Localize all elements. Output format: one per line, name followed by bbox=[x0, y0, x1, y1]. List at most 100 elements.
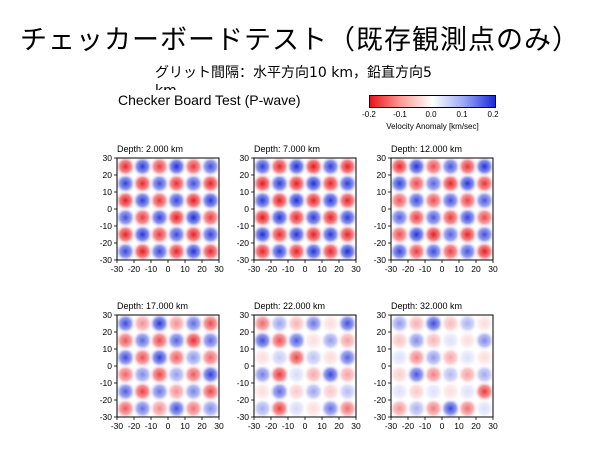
anomaly-cell bbox=[269, 173, 290, 194]
anomaly-cell bbox=[187, 158, 200, 160]
anomaly-cell bbox=[204, 315, 217, 317]
colorbar-tick-label: 0.1 bbox=[456, 110, 468, 119]
anomaly-cell bbox=[286, 207, 307, 228]
y-tick-label: -30 bbox=[237, 412, 250, 422]
y-tick-label: 0 bbox=[107, 361, 112, 371]
anomaly-cell bbox=[183, 158, 204, 177]
x-tick-label: 20 bbox=[334, 264, 344, 274]
x-tick-label: 20 bbox=[471, 421, 481, 431]
anomaly-cell bbox=[474, 315, 493, 334]
anomaly-cell bbox=[183, 398, 204, 417]
anomaly-cell bbox=[478, 158, 491, 160]
anomaly-cell bbox=[166, 364, 187, 385]
anomaly-cell bbox=[269, 315, 290, 334]
x-tick-label: 30 bbox=[488, 264, 498, 274]
anomaly-cell bbox=[337, 381, 356, 402]
anomaly-cell bbox=[406, 315, 427, 334]
anomaly-cell bbox=[254, 315, 273, 334]
anomaly-cell bbox=[320, 158, 341, 177]
anomaly-cell bbox=[217, 296, 238, 317]
anomaly-cell bbox=[423, 207, 444, 228]
anomaly-cell bbox=[354, 385, 356, 398]
y-tick-label: -10 bbox=[100, 221, 113, 231]
anomaly-cell bbox=[254, 158, 273, 177]
panel-title: Depth: 22.000 km bbox=[254, 301, 325, 311]
anomaly-cell bbox=[440, 190, 461, 211]
anomaly-cell bbox=[423, 173, 444, 194]
anomaly-cell bbox=[423, 381, 444, 402]
anomaly-cell bbox=[303, 190, 324, 211]
anomaly-cell bbox=[457, 241, 478, 260]
anomaly-cell bbox=[117, 173, 136, 194]
anomaly-cell bbox=[337, 207, 356, 228]
x-tick-label: 0 bbox=[440, 264, 445, 274]
anomaly-cell bbox=[491, 160, 493, 173]
anomaly-cell bbox=[303, 364, 324, 385]
panel-title: Depth: 2.000 km bbox=[117, 144, 183, 154]
anomaly-cell bbox=[391, 381, 410, 402]
anomaly-cell bbox=[478, 315, 491, 317]
anomaly-cell bbox=[166, 381, 187, 402]
anomaly-cell bbox=[303, 241, 324, 260]
anomaly-cell bbox=[149, 364, 170, 385]
anomaly-cell bbox=[166, 241, 187, 260]
x-tick-label: -20 bbox=[128, 421, 141, 431]
heatmap-field bbox=[117, 296, 238, 417]
anomaly-cell bbox=[217, 402, 219, 415]
anomaly-cell bbox=[117, 364, 136, 385]
anomaly-cell bbox=[269, 347, 290, 368]
anomaly-cell bbox=[183, 173, 204, 194]
x-tick-label: -30 bbox=[385, 421, 398, 431]
anomaly-cell bbox=[474, 158, 493, 177]
anomaly-cell bbox=[491, 368, 493, 381]
anomaly-cell bbox=[474, 381, 493, 402]
anomaly-cell bbox=[474, 347, 493, 368]
anomaly-cell bbox=[200, 315, 219, 334]
anomaly-cell bbox=[200, 207, 219, 228]
anomaly-cell bbox=[354, 351, 356, 364]
anomaly-cell bbox=[217, 317, 219, 330]
anomaly-cell bbox=[440, 398, 461, 417]
anomaly-cell bbox=[269, 190, 290, 211]
anomaly-cell bbox=[269, 158, 290, 177]
anomaly-cell bbox=[474, 330, 493, 351]
colorbar-tick-label: -0.2 bbox=[362, 110, 376, 119]
x-tick-label: 0 bbox=[303, 264, 308, 274]
anomaly-cell bbox=[217, 351, 219, 364]
x-tick-label: 10 bbox=[454, 264, 464, 274]
x-tick-label: 10 bbox=[317, 264, 327, 274]
figure-title: Checker Board Test (P-wave) bbox=[118, 92, 301, 108]
anomaly-cell bbox=[457, 224, 478, 245]
anomaly-cell bbox=[149, 398, 170, 417]
anomaly-cell bbox=[149, 330, 170, 351]
anomaly-cell bbox=[132, 224, 153, 245]
anomaly-cell bbox=[269, 398, 290, 417]
anomaly-cell bbox=[200, 224, 219, 245]
y-tick-label: 30 bbox=[103, 153, 113, 163]
panel-depth-12: Depth: 12.000 km-30 -20 -10 0 10 20 303020100-… bbox=[374, 144, 498, 274]
anomaly-cell bbox=[117, 224, 136, 245]
anomaly-cell bbox=[204, 158, 217, 160]
anomaly-cell bbox=[491, 245, 493, 258]
anomaly-cell bbox=[406, 347, 427, 368]
anomaly-cell bbox=[166, 224, 187, 245]
anomaly-cell bbox=[217, 139, 238, 160]
anomaly-cell bbox=[117, 330, 136, 351]
x-tick-label: -10 bbox=[145, 264, 158, 274]
anomaly-cell bbox=[217, 385, 219, 398]
anomaly-cell bbox=[457, 158, 478, 177]
colorbar-label: Velocity Anomaly [km/sec] bbox=[386, 122, 479, 131]
y-tick-label: 10 bbox=[103, 187, 113, 197]
anomaly-cell bbox=[286, 398, 307, 417]
anomaly-cell bbox=[440, 241, 461, 260]
heatmap-background bbox=[391, 158, 493, 260]
anomaly-cell bbox=[354, 368, 356, 381]
anomaly-cell bbox=[474, 173, 493, 194]
anomaly-cell bbox=[423, 315, 444, 334]
anomaly-cell bbox=[491, 228, 493, 241]
x-tick-label: -20 bbox=[402, 421, 415, 431]
y-tick-label: -10 bbox=[237, 221, 250, 231]
anomaly-cell bbox=[440, 347, 461, 368]
x-tick-label: -30 bbox=[385, 264, 398, 274]
anomaly-cell bbox=[269, 224, 290, 245]
